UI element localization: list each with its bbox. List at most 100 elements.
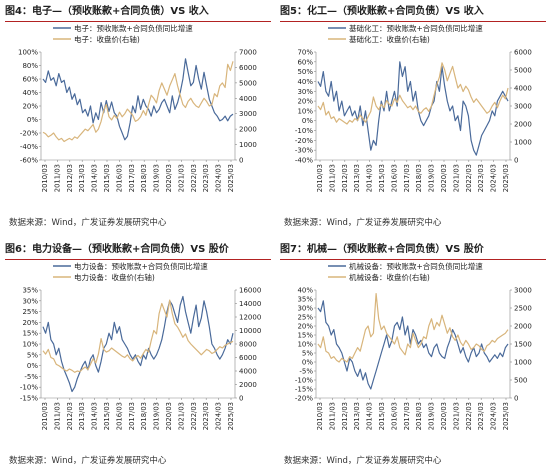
x-tick-label: 2020/03 — [440, 402, 448, 430]
right-tick-label: 16000 — [239, 287, 261, 295]
x-tick-label: 2016/03 — [390, 164, 398, 192]
right-tick-label: 14000 — [239, 300, 261, 308]
legend-label: 电子：预收账款+合同负债同比增速 — [74, 23, 193, 33]
x-tick-label: 2013/03 — [353, 402, 361, 430]
x-tick-label: 2014/03 — [366, 402, 374, 430]
left-tick-label: 15% — [297, 332, 313, 340]
x-tick-label: 2023/03 — [477, 164, 485, 192]
legend-label: 基础化工：预收账款+合同负债同比增速 — [349, 23, 483, 33]
right-tick-label: 2500 — [514, 305, 532, 313]
x-tick-label: 2023/03 — [477, 402, 485, 430]
x-tick-label: 2016/03 — [115, 164, 123, 192]
x-tick-label: 2022/03 — [465, 164, 473, 192]
left-tick-label: 20% — [297, 323, 313, 331]
right-tick-label: 4000 — [239, 368, 257, 376]
series-line-growth — [42, 295, 234, 393]
x-tick-label: 2022/03 — [190, 164, 198, 192]
left-tick-label: 70% — [297, 49, 313, 57]
chart-panel-machinery: 图7：机械—（预收账款+合同负债）VS 股价 机械设备：预收账款+合同负债同比增… — [278, 240, 548, 470]
series-line-growth — [42, 58, 234, 141]
left-tick-label: 100% — [18, 49, 38, 57]
left-tick-label: -5% — [299, 368, 313, 376]
left-tick-label: 0% — [302, 359, 313, 367]
x-tick-label: 2019/03 — [153, 164, 161, 192]
left-tick-label: 20% — [22, 319, 38, 327]
left-tick-label: 35% — [297, 296, 313, 304]
left-tick-label: 20% — [297, 98, 313, 106]
x-tick-label: 2012/03 — [341, 402, 349, 430]
x-tick-label: 2011/03 — [53, 164, 61, 192]
x-tick-label: 2020/03 — [165, 402, 173, 430]
left-tick-label: -40% — [20, 143, 38, 151]
left-tick-label: 10% — [22, 341, 38, 349]
left-tick-label: -20% — [20, 130, 38, 138]
left-tick-label: -40% — [295, 157, 313, 165]
right-tick-label: 2000 — [239, 126, 257, 134]
left-tick-label: 0% — [27, 116, 38, 124]
series-line-growth — [317, 61, 509, 156]
x-tick-label: 2014/03 — [91, 164, 99, 192]
x-tick-label: 2010/03 — [316, 402, 324, 430]
right-tick-label: 7000 — [239, 49, 257, 57]
right-tick-label: 0 — [514, 395, 518, 403]
left-tick-label: -20% — [295, 395, 313, 403]
x-tick-label: 2021/03 — [452, 164, 460, 192]
chart-title: 图6：电力设备—（预收账款+合同负债）VS 股价 — [5, 242, 271, 260]
right-tick-label: 0 — [514, 157, 518, 165]
left-tick-label: 30% — [297, 88, 313, 96]
series-line-close-price — [317, 292, 509, 363]
left-tick-label: 50% — [297, 68, 313, 76]
x-tick-label: 2022/03 — [190, 402, 198, 430]
left-tick-label: 5% — [27, 351, 38, 359]
x-tick-label: 2015/03 — [378, 164, 386, 192]
x-tick-label: 2021/03 — [177, 402, 185, 430]
left-tick-label: 5% — [302, 350, 313, 358]
series-line-close-price — [317, 62, 509, 125]
left-tick-label: 10% — [297, 107, 313, 115]
chart-title: 图7：机械—（预收账款+合同负债）VS 股价 — [280, 242, 546, 260]
x-tick-label: 2021/03 — [452, 402, 460, 430]
x-tick-label: 2019/03 — [153, 402, 161, 430]
series-line-close-price — [42, 61, 234, 143]
series-line-close-price — [42, 299, 234, 373]
x-tick-label: 2017/03 — [403, 402, 411, 430]
x-tick-label: 2013/03 — [353, 164, 361, 192]
x-tick-label: 2011/03 — [328, 402, 336, 430]
x-tick-label: 2024/03 — [215, 164, 223, 192]
left-tick-label: 60% — [297, 58, 313, 66]
x-tick-label: 2013/03 — [78, 402, 86, 430]
left-tick-label: 40% — [297, 287, 313, 295]
source-note: 数据来源：Wind，广发证券发展研究中心 — [284, 456, 442, 466]
left-tick-label: 60% — [22, 76, 38, 84]
right-tick-label: 6000 — [239, 64, 257, 72]
x-tick-label: 2019/03 — [428, 164, 436, 192]
x-tick-label: 2010/03 — [316, 164, 324, 192]
right-tick-label: 8000 — [239, 341, 257, 349]
source-note: 数据来源：Wind，广发证券发展研究中心 — [284, 218, 442, 228]
x-tick-label: 2011/03 — [328, 164, 336, 192]
left-tick-label: 20% — [22, 103, 38, 111]
right-tick-label: 4000 — [239, 95, 257, 103]
left-tick-label: 25% — [297, 314, 313, 322]
left-tick-label: 40% — [22, 89, 38, 97]
right-tick-label: 1000 — [239, 141, 257, 149]
x-tick-label: 2017/03 — [128, 164, 136, 192]
source-note: 数据来源：Wind，广发证券发展研究中心 — [9, 218, 167, 228]
series-line-growth — [317, 300, 509, 390]
x-tick-label: 2016/03 — [115, 402, 123, 430]
x-tick-label: 2014/03 — [91, 402, 99, 430]
right-tick-label: 500 — [514, 377, 527, 385]
x-tick-label: 2023/03 — [202, 402, 210, 430]
right-tick-label: 5000 — [514, 67, 532, 75]
left-tick-label: -15% — [20, 395, 38, 403]
x-tick-label: 2014/03 — [366, 164, 374, 192]
right-tick-label: 2000 — [514, 121, 532, 129]
left-tick-label: -10% — [295, 127, 313, 135]
x-tick-label: 2020/03 — [440, 164, 448, 192]
x-tick-label: 2024/03 — [490, 402, 498, 430]
legend-label: 机械设备：预收账款+合同负债同比增速 — [349, 261, 483, 271]
x-tick-label: 2025/03 — [227, 402, 235, 430]
right-tick-label: 0 — [239, 157, 243, 165]
